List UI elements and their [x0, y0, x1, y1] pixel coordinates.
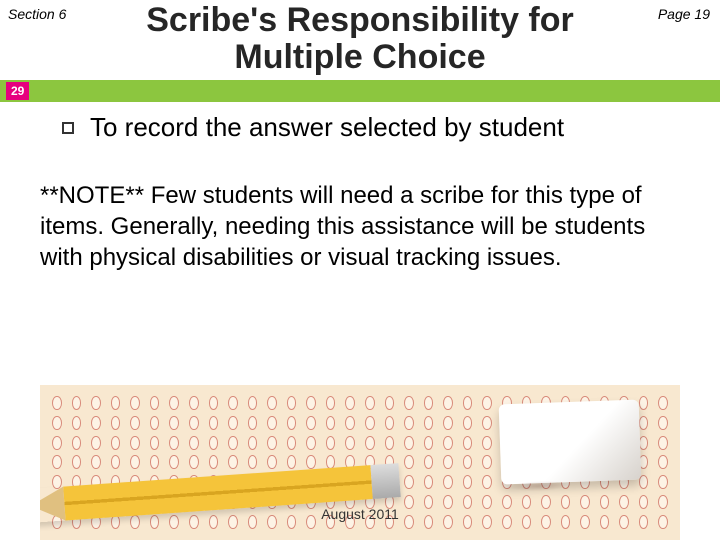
bullet-item: To record the answer selected by student: [62, 112, 564, 143]
footer-date: August 2011: [0, 506, 720, 522]
title-underline-bar: [0, 80, 720, 102]
note-paragraph: **NOTE** Few students will need a scribe…: [40, 180, 680, 274]
slide-number-badge: 29: [6, 82, 29, 100]
slide-title: Scribe's Responsibility for Multiple Cho…: [0, 2, 720, 77]
bullet-text: To record the answer selected by student: [90, 112, 564, 143]
eraser-icon: [499, 400, 642, 485]
note-prefix: **NOTE**: [40, 182, 144, 209]
page-label: Page 19: [658, 6, 710, 22]
square-bullet-icon: [62, 122, 74, 134]
